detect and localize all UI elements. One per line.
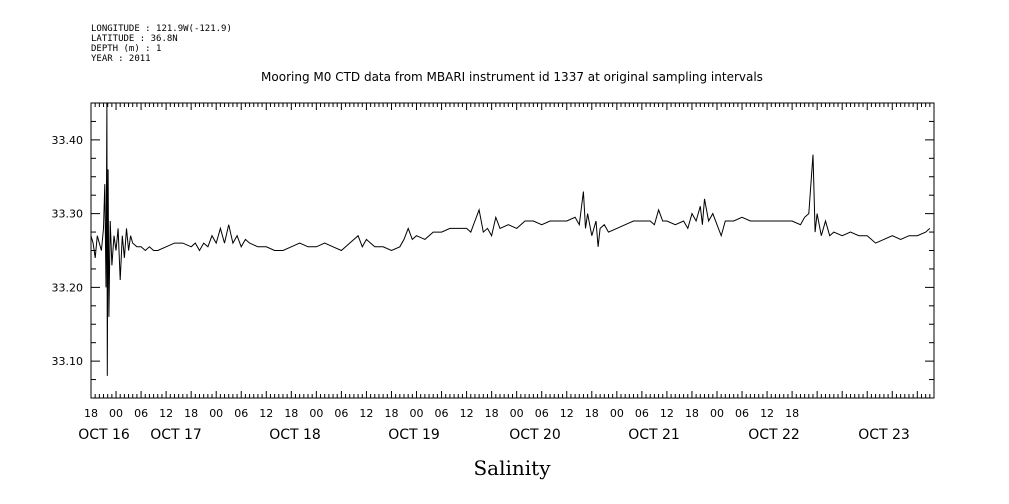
longitude-text: LONGITUDE : 121.9W(-121.9): [91, 24, 232, 34]
x-tick-label: 12: [259, 407, 273, 420]
y-tick-label: 33.40: [52, 134, 84, 147]
x-tick-label: 00: [710, 407, 724, 420]
x-tick-label: 06: [535, 407, 549, 420]
x-tick-label: 12: [359, 407, 373, 420]
x-tick-label: 12: [760, 407, 774, 420]
date-label: OCT 20: [509, 427, 561, 443]
latitude-text: LATITUDE : 36.8N: [91, 34, 178, 44]
x-tick-label: 00: [410, 407, 424, 420]
x-tick-label: 18: [485, 407, 499, 420]
date-label: OCT 19: [388, 427, 440, 443]
x-tick-label: 12: [560, 407, 574, 420]
date-label: OCT 22: [748, 427, 800, 443]
metadata-block: LONGITUDE : 121.9W(-121.9) LATITUDE : 36…: [91, 24, 232, 64]
y-tick-label: 33.10: [52, 355, 84, 368]
date-label: OCT 18: [269, 427, 321, 443]
x-tick-label: 18: [384, 407, 398, 420]
x-tick-label: 12: [660, 407, 674, 420]
plot-frame: [90, 102, 935, 399]
x-tick-label: 18: [785, 407, 799, 420]
x-tick-label: 00: [610, 407, 624, 420]
x-tick-label: 18: [284, 407, 298, 420]
date-label: OCT 17: [150, 427, 202, 443]
salinity-label: Salinity: [473, 456, 551, 480]
x-tick-label: 18: [184, 407, 198, 420]
x-tick-label: 06: [134, 407, 148, 420]
date-label: OCT 21: [628, 427, 680, 443]
series-layer: [90, 102, 931, 376]
x-tick-label: 12: [460, 407, 474, 420]
year-text: YEAR : 2011: [91, 54, 151, 64]
date-label: OCT 23: [858, 427, 910, 443]
x-tick-label: 06: [735, 407, 749, 420]
x-tick-label: 06: [435, 407, 449, 420]
x-tick-label: 06: [334, 407, 348, 420]
x-tick-label: 00: [510, 407, 524, 420]
x-tick-label: 00: [309, 407, 323, 420]
tick-marks: [90, 102, 935, 399]
x-tick-label: 00: [209, 407, 223, 420]
x-tick-label: 06: [234, 407, 248, 420]
y-tick-label: 33.20: [52, 281, 84, 294]
depth-text: DEPTH (m) : 1: [91, 44, 161, 54]
x-tick-label: 18: [84, 407, 98, 420]
salinity-series-line: [90, 102, 931, 376]
x-tick-label: 18: [585, 407, 599, 420]
x-tick-label: 18: [685, 407, 699, 420]
x-tick-label: 12: [159, 407, 173, 420]
x-tick-label: 06: [635, 407, 649, 420]
chart-title: Mooring M0 CTD data from MBARI instrumen…: [261, 70, 763, 84]
date-label: OCT 16: [78, 427, 130, 443]
y-tick-label: 33.30: [52, 208, 84, 221]
x-tick-label: 00: [109, 407, 123, 420]
axis-labels: 33.10 33.20 33.30 33.40 18 00 06 12 18 00 06 12 18 00…: [52, 134, 910, 443]
